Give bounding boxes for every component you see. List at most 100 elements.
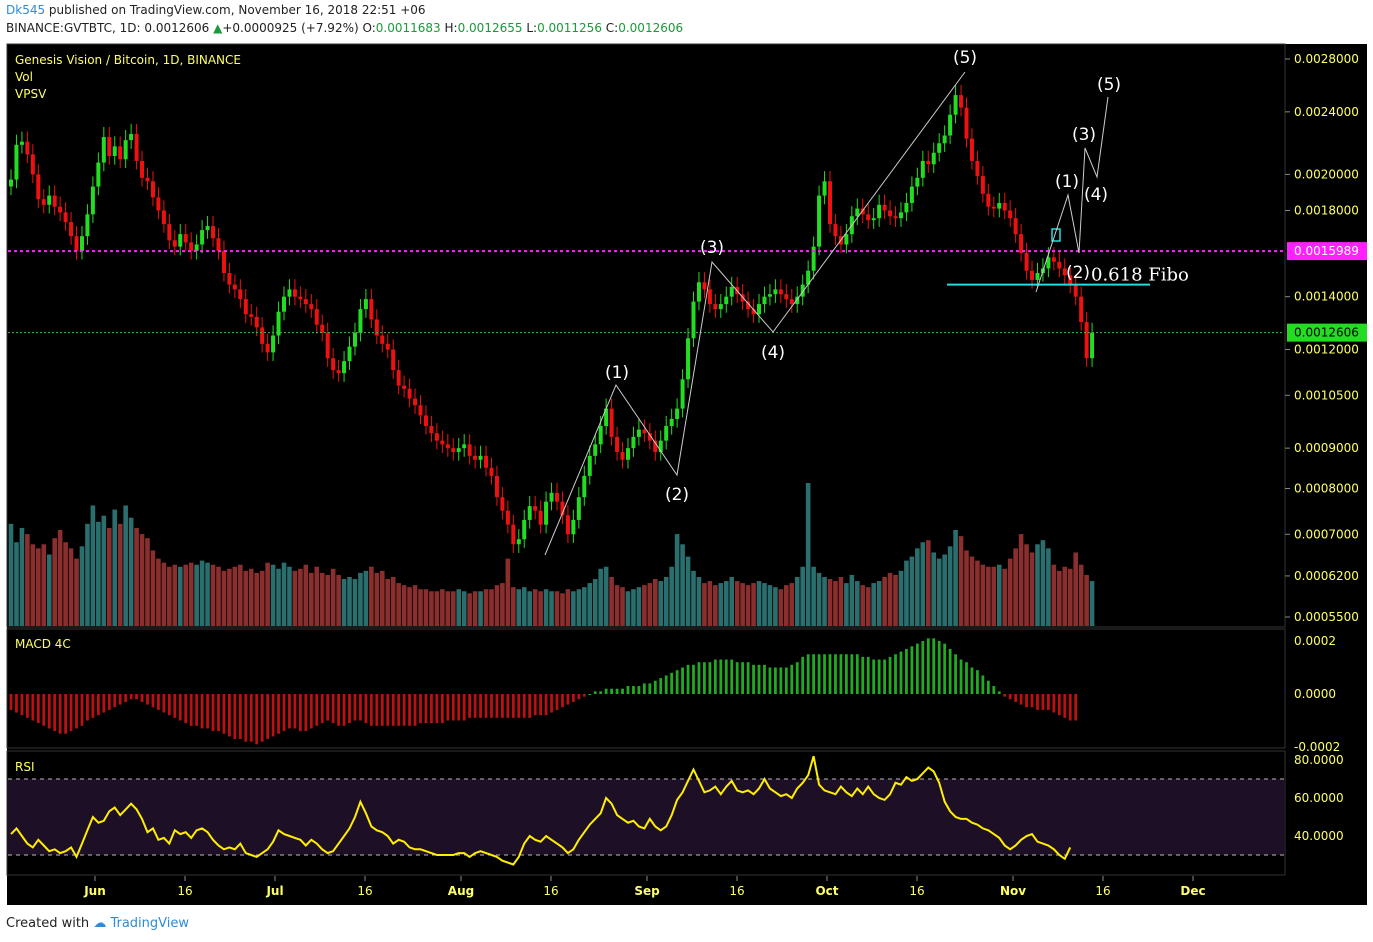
macd-bar [703,662,706,694]
candle-body [309,304,314,310]
candle-body [445,444,450,449]
macd-bar [397,694,401,726]
volume-bar [396,583,401,626]
price-levels: 0.618 Fibo [8,228,1284,334]
volume-bar [800,566,805,626]
volume-bar [106,527,112,626]
volume-bar [46,554,52,626]
rsi-tick-label: 60.0000 [1294,791,1344,805]
volume-bar [609,576,614,626]
candle-body [1084,322,1089,359]
candle-body [757,304,762,315]
candle-body [1030,270,1035,280]
candle-body [620,451,625,460]
macd-bar [915,643,919,694]
macd-bar [681,667,684,694]
candle-body [112,146,117,157]
candle-body [1046,257,1051,269]
candle-body [980,176,985,194]
volume-bar [117,523,123,626]
macd-bar [834,654,837,694]
volume-bar [680,544,685,626]
volume-bar [112,509,118,626]
candle-body [773,289,778,295]
macd-bar [615,688,619,694]
macd-bar [632,686,635,694]
macd-bar [435,694,439,724]
volume-bar [647,583,653,626]
macd-bar [53,694,57,732]
macd-bar [36,694,40,724]
macd-bar [986,680,990,694]
candle-body [560,501,565,516]
volume-bar [827,579,833,626]
volume-bar [341,579,347,626]
macd-bar [446,694,450,721]
candle-body [107,137,112,157]
price-pane[interactable] [6,43,1286,628]
volume-bar [276,568,281,626]
tradingview-link[interactable]: TradingView [110,916,189,931]
macd-bar [937,641,941,694]
candle-body [576,497,581,520]
macd-bar [140,694,144,702]
volume-bar [844,583,849,626]
volume-bar [434,591,440,626]
macd-bar [976,670,979,694]
candle-body [615,436,620,452]
volume-bar [909,556,915,626]
volume-bar [336,574,341,626]
macd-bar [364,694,368,724]
macd-bar [1074,694,1078,721]
volume-bar [958,536,964,626]
candle-body [90,186,95,215]
macd-bar [75,694,78,729]
candle-body [516,539,521,545]
candle-body [47,195,52,205]
wave-path-projection [1035,96,1109,293]
volume-bar [385,579,391,626]
macd-bar [828,654,832,694]
volume-bar [521,587,527,626]
candle-body [292,289,297,297]
macd-bar [440,694,444,724]
candle-body [871,218,876,221]
candle-body [1062,268,1067,276]
price-tick-label: 0.0010500 [1294,388,1359,402]
close-label: C: [605,21,619,35]
volume-bar [1084,574,1089,626]
macd-bar [320,694,324,724]
macd-bar [42,694,46,726]
author-link[interactable]: Dk545 [6,3,46,17]
volume-bar [456,589,462,626]
candle-body [997,202,1002,209]
candle-body [358,309,363,333]
candle-body [866,214,871,221]
candle-body [189,242,194,251]
volume-bar [696,576,702,626]
volume-bar [128,517,134,626]
candle-body [533,506,538,511]
macd-bar [244,694,248,742]
macd-bar [91,694,95,718]
macd-bar [746,662,750,694]
macd-bar [217,694,220,732]
candle-body [123,140,128,160]
candle-body [1013,218,1018,235]
macd-bar [124,694,128,702]
candle-body [544,501,549,525]
macd-bar [315,694,319,726]
candle-body [342,361,347,374]
candle-body [1008,210,1013,219]
macd-bar [561,694,564,708]
volume-bar [838,576,844,626]
macd-bar [375,694,379,726]
volume-bar [478,591,483,626]
candle-body [811,246,816,271]
volume-bar [740,583,745,626]
macd-pane[interactable] [6,628,1286,749]
candles [9,84,1095,553]
volume-bar [663,576,669,626]
price-tick-label: 0.0014000 [1294,290,1359,304]
